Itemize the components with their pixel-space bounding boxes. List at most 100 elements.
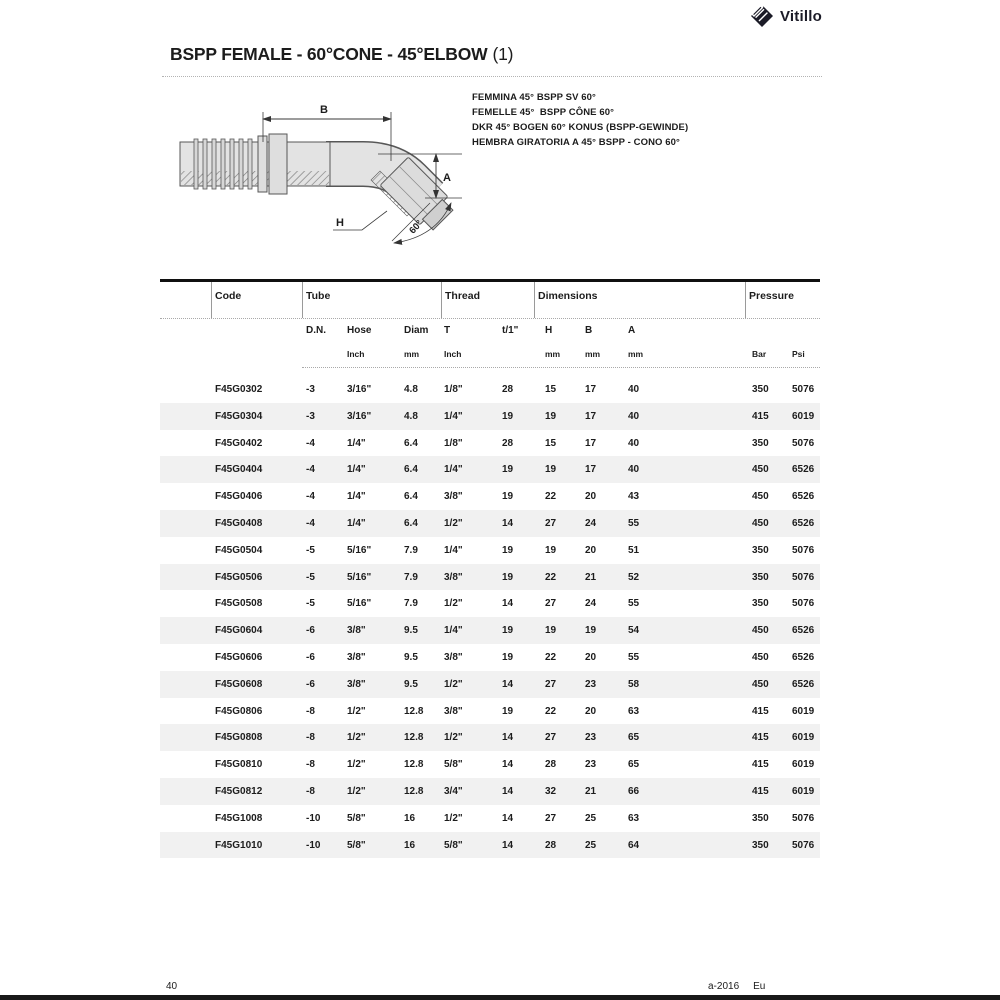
cell-bar: 350 (752, 598, 769, 610)
cell-diam: 12.8 (404, 785, 424, 797)
cell-t: 3/8" (444, 705, 463, 717)
cell-psi: 6019 (792, 785, 815, 797)
cell-b: 17 (585, 437, 597, 449)
col-header-b: B (585, 325, 593, 336)
description-line-es: HEMBRA GIRATORIA A 45° BSPP - CONO 60° (472, 137, 680, 148)
cell-psi: 6019 (792, 732, 815, 744)
cell-h: 15 (545, 384, 557, 395)
cell-diam: 12.8 (404, 732, 424, 744)
cell-bar: 350 (752, 437, 769, 449)
technical-drawing: B A H 60° (178, 85, 470, 258)
cell-diam: 9.5 (404, 678, 418, 690)
unit-t: Inch (444, 349, 462, 359)
cell-bar: 450 (752, 678, 769, 690)
table-row: F45G0404 -4 1/4" 6.4 1/4" 19 19 17 40 450 6526 (160, 456, 820, 484)
group-header-pressure: Pressure (749, 290, 794, 302)
cell-psi: 5076 (792, 571, 815, 583)
cell-code: F45G0408 (215, 517, 263, 529)
cell-diam: 4.8 (404, 410, 418, 422)
cell-tpi: 14 (502, 839, 514, 851)
cell-dn: -5 (306, 598, 315, 610)
edition-region: Eu (753, 981, 766, 992)
cell-code: F45G0604 (215, 625, 263, 637)
cell-a: 65 (628, 732, 640, 744)
cell-psi: 6526 (792, 625, 815, 637)
cell-psi: 6526 (792, 517, 815, 529)
cell-h: 27 (545, 732, 557, 744)
table-row: F45G1010 -10 5/8" 16 5/8" 14 28 25 64 350 5076 (160, 831, 820, 859)
cell-b: 23 (585, 759, 597, 771)
cell-dn: -10 (306, 812, 321, 824)
cell-code: F45G0810 (215, 759, 263, 771)
page-title-main: BSPP FEMALE - 60°CONE - 45°ELBOW (170, 44, 488, 64)
cell-tpi: 28 (502, 384, 514, 395)
cell-h: 27 (545, 678, 557, 690)
cell-b: 25 (585, 839, 597, 851)
cell-psi: 5076 (792, 437, 815, 449)
cell-h: 22 (545, 705, 557, 717)
column-divider (745, 282, 746, 318)
title-underline (162, 76, 822, 77)
cell-code: F45G0402 (215, 437, 263, 449)
cell-h: 28 (545, 759, 557, 771)
cell-psi: 6019 (792, 410, 815, 422)
col-header-diam: Diam (404, 325, 429, 336)
cell-hose: 3/8" (347, 651, 366, 663)
cell-diam: 12.8 (404, 705, 424, 717)
cell-code: F45G1008 (215, 812, 263, 824)
cell-tpi: 19 (502, 464, 514, 476)
cell-tpi: 19 (502, 544, 514, 556)
header-divider (160, 318, 820, 319)
cell-code: F45G0504 (215, 544, 263, 556)
cell-psi: 6526 (792, 651, 815, 663)
cell-dn: -3 (306, 410, 315, 422)
cell-code: F45G0808 (215, 732, 263, 744)
cell-dn: -4 (306, 437, 315, 449)
unit-a: mm (628, 349, 644, 359)
cell-b: 17 (585, 384, 597, 395)
col-header-dn: D.N. (306, 325, 326, 336)
cell-hose: 5/8" (347, 839, 366, 851)
cell-diam: 12.8 (404, 759, 424, 771)
table-row: F45G0408 -4 1/4" 6.4 1/2" 14 27 24 55 450 6526 (160, 509, 820, 537)
column-divider (441, 282, 442, 318)
cell-code: F45G0608 (215, 678, 263, 690)
cell-bar: 415 (752, 785, 769, 797)
cell-b: 24 (585, 598, 597, 610)
cell-diam: 9.5 (404, 625, 418, 637)
table-row: F45G0808 -8 1/2" 12.8 1/2" 14 27 23 65 415 6019 (160, 724, 820, 752)
cell-bar: 450 (752, 464, 769, 476)
cell-t: 1/2" (444, 517, 463, 529)
cell-dn: -8 (306, 759, 315, 771)
cell-a: 64 (628, 839, 640, 851)
cell-tpi: 19 (502, 625, 514, 637)
cell-code: F45G0812 (215, 785, 263, 797)
cell-code: F45G0406 (215, 491, 263, 503)
cell-bar: 350 (752, 839, 769, 851)
cell-a: 52 (628, 571, 640, 583)
cell-bar: 350 (752, 571, 769, 583)
cell-a: 55 (628, 598, 640, 610)
cell-code: F45G0806 (215, 705, 263, 717)
cell-t: 1/2" (444, 732, 463, 744)
cell-hose: 1/2" (347, 785, 366, 797)
cell-hose: 3/8" (347, 678, 366, 690)
cell-t: 1/4" (444, 625, 463, 637)
cell-t: 3/4" (444, 785, 463, 797)
table-row: F45G0504 -5 5/16" 7.9 1/4" 19 19 20 51 350 5076 (160, 537, 820, 564)
cell-t: 1/4" (444, 544, 463, 556)
cell-b: 17 (585, 410, 597, 422)
table-rows: F45G0302 -3 3/16" 4.8 1/8" 28 15 17 40 350 5076 F45… (160, 376, 820, 859)
cell-a: 51 (628, 544, 640, 556)
cell-psi: 5076 (792, 598, 815, 610)
cell-h: 19 (545, 410, 557, 422)
table-row: F45G0304 -3 3/16" 4.8 1/4" 19 19 17 40 415 6019 (160, 402, 820, 430)
cell-diam: 6.4 (404, 437, 418, 449)
table-row: F45G0406 -4 1/4" 6.4 3/8" 19 22 20 43 450 6526 (160, 483, 820, 510)
cell-diam: 6.4 (404, 491, 418, 503)
cell-t: 1/2" (444, 598, 463, 610)
cell-dn: -8 (306, 732, 315, 744)
column-divider (211, 282, 212, 318)
cell-t: 3/8" (444, 571, 463, 583)
cell-dn: -4 (306, 517, 315, 529)
